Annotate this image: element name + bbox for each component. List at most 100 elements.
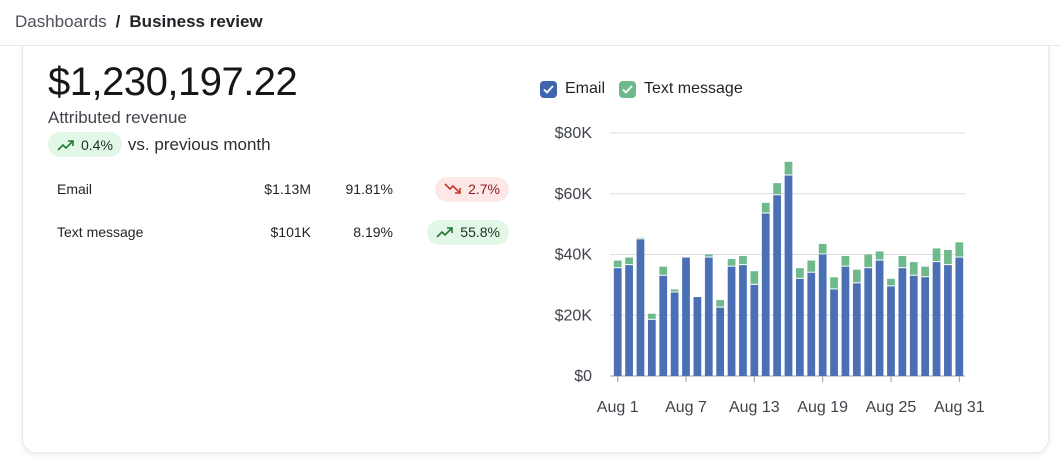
bar-text-message[interactable] (887, 278, 895, 286)
bar-text-message[interactable] (773, 183, 781, 195)
bar-email[interactable] (727, 266, 736, 376)
bar-text-message[interactable] (659, 266, 668, 275)
bar-email[interactable] (921, 277, 930, 376)
channel-share: 91.81% (345, 181, 393, 197)
bar-email[interactable] (647, 319, 656, 376)
bar-text-message[interactable] (704, 254, 713, 257)
bar-email[interactable] (682, 257, 690, 376)
bar-text-message[interactable] (613, 260, 622, 268)
trending-up-icon (436, 227, 454, 238)
bar-email[interactable] (716, 307, 725, 376)
check-icon (622, 84, 633, 94)
bar-email[interactable] (739, 265, 747, 376)
bar-text-message[interactable] (852, 269, 861, 283)
bar-text-message[interactable] (625, 257, 633, 265)
bar-text-message[interactable] (955, 242, 964, 257)
bar-email[interactable] (796, 278, 804, 376)
bar-text-message[interactable] (727, 259, 736, 266)
bar-text-message[interactable] (909, 262, 918, 275)
bar-text-message[interactable] (716, 300, 725, 307)
bar-email[interactable] (898, 268, 907, 376)
channel-change-value: 55.8% (460, 224, 500, 240)
legend-email-toggle[interactable]: Email (540, 80, 605, 98)
bar-text-message[interactable] (875, 251, 884, 260)
chart-legend: Email Text message (540, 80, 757, 98)
bar-email[interactable] (625, 265, 633, 376)
revenue-chart: $0 $20K $40K $60K $80K Aug 1 Aug 7 Aug 13 Aug 19… (555, 125, 985, 416)
bar-email[interactable] (761, 213, 770, 376)
bar-email[interactable] (704, 257, 713, 376)
breadcrumb-separator: / (115, 12, 121, 31)
channel-change-badge: 55.8% (427, 219, 509, 245)
bar-text-message[interactable] (921, 266, 930, 277)
email-checkbox[interactable] (540, 80, 557, 98)
bar-text-message[interactable] (796, 268, 804, 278)
bar-email[interactable] (875, 260, 884, 376)
text-message-checkbox[interactable] (619, 80, 637, 98)
bar-text-message[interactable] (670, 289, 679, 292)
channel-name: Text message (57, 224, 144, 240)
breadcrumb-dashboards-link[interactable]: Dashboards (15, 12, 107, 31)
trending-up-icon (57, 139, 74, 151)
bar-text-message[interactable] (761, 202, 770, 213)
revenue-card (22, 30, 1049, 453)
attributed-revenue-total: $1,230,197.22 (48, 60, 298, 104)
bar-email[interactable] (944, 265, 952, 376)
comparison-text: vs. previous month (127, 134, 271, 154)
x-tick-label: Aug 1 (597, 399, 639, 416)
bar-email[interactable] (659, 275, 668, 376)
bar-text-message[interactable] (784, 161, 793, 175)
bar-text-message[interactable] (864, 254, 873, 268)
bar-email[interactable] (773, 195, 781, 376)
bar-email[interactable] (955, 257, 964, 376)
breadcrumb: Dashboards / Business review (15, 12, 263, 32)
channel-change-value: 2.7% (468, 181, 500, 197)
bar-text-message[interactable] (739, 256, 747, 265)
bar-email[interactable] (852, 283, 861, 376)
overall-change-row: 0.4% vs. previous month (48, 132, 271, 157)
bar-email[interactable] (636, 239, 645, 376)
channel-row-email: Email $1.13M 91.81% 2.7% (57, 176, 509, 202)
y-tick-label: $80K (555, 125, 593, 142)
x-tick-label: Aug 13 (729, 399, 780, 416)
bar-email[interactable] (613, 268, 622, 376)
bar-email[interactable] (841, 266, 850, 376)
bar-email[interactable] (693, 297, 702, 376)
bar-email[interactable] (750, 284, 759, 376)
bar-email[interactable] (807, 272, 816, 376)
x-tick-label: Aug 25 (866, 399, 917, 416)
bar-text-message[interactable] (647, 313, 656, 319)
channel-row-text-message: Text message $101K 8.19% 55.8% (57, 219, 509, 245)
bar-text-message[interactable] (807, 260, 816, 272)
bar-text-message[interactable] (830, 277, 838, 289)
page-title: Business review (129, 12, 263, 31)
bar-text-message[interactable] (898, 256, 907, 268)
y-tick-label: $60K (555, 186, 593, 203)
channel-revenue: $101K (270, 224, 311, 240)
attributed-revenue-label: Attributed revenue (48, 108, 187, 127)
bar-text-message[interactable] (944, 249, 952, 265)
bar-email[interactable] (932, 262, 941, 376)
bar-email[interactable] (887, 286, 895, 376)
bar-text-message[interactable] (841, 256, 850, 266)
x-tick-label: Aug 19 (797, 399, 848, 416)
bar-email[interactable] (909, 275, 918, 376)
bar-text-message[interactable] (636, 237, 645, 239)
legend-text-message-label: Text message (644, 80, 743, 97)
bar-email[interactable] (784, 175, 793, 376)
bar-email[interactable] (830, 289, 838, 376)
overall-change-badge: 0.4% (48, 132, 122, 157)
channel-revenue: $1.13M (264, 181, 311, 197)
channel-share: 8.19% (353, 224, 393, 240)
bar-email[interactable] (670, 292, 679, 376)
bar-email[interactable] (818, 254, 827, 377)
bar-text-message[interactable] (750, 271, 759, 284)
trending-down-icon (444, 183, 461, 194)
check-icon (543, 84, 554, 94)
bar-text-message[interactable] (932, 248, 941, 262)
bar-text-message[interactable] (818, 243, 827, 254)
bar-email[interactable] (864, 268, 873, 376)
top-bar: Dashboards / Business review (0, 0, 1061, 46)
x-tick-label: Aug 31 (934, 399, 985, 416)
legend-text-message-toggle[interactable]: Text message (619, 80, 743, 98)
